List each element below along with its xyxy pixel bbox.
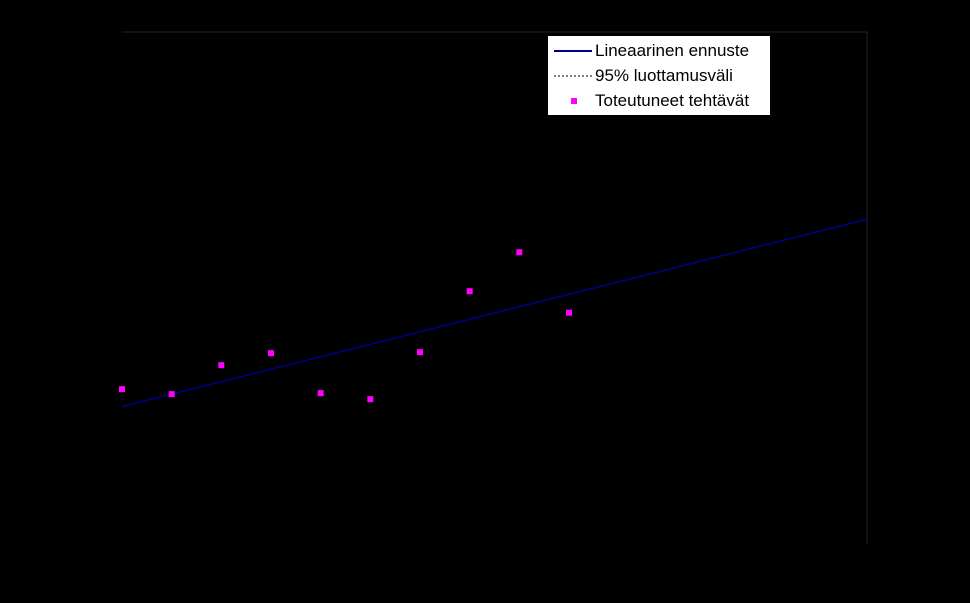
legend-line-swatch [554, 50, 592, 52]
legend-item-confidence: 95% luottamusväli [548, 64, 770, 89]
data-point [119, 386, 125, 393]
data-point [367, 396, 374, 403]
legend-label-actual: Toteutuneet tehtävät [595, 91, 750, 110]
legend-item-forecast: Lineaarinen ennuste [548, 39, 770, 64]
legend: Lineaarinen ennuste 95% luottamusväli To… [548, 36, 770, 115]
data-point [417, 349, 423, 356]
legend-label-confidence: 95% luottamusväli [595, 66, 733, 85]
data-point [168, 391, 175, 398]
data-point [516, 249, 523, 256]
plot-frame [122, 31, 868, 544]
legend-item-actual: Toteutuneet tehtävät [548, 89, 770, 114]
series-line-0 [121, 218, 868, 408]
legend-dashed-swatch [554, 75, 592, 77]
data-point [566, 309, 572, 316]
data-point [218, 362, 225, 369]
data-point [466, 288, 473, 295]
series-points [119, 249, 572, 403]
legend-marker-swatch [571, 98, 577, 104]
legend-label-forecast: Lineaarinen ennuste [595, 41, 750, 60]
data-point [317, 390, 324, 397]
series-lines [121, 218, 868, 408]
data-point [268, 350, 274, 357]
